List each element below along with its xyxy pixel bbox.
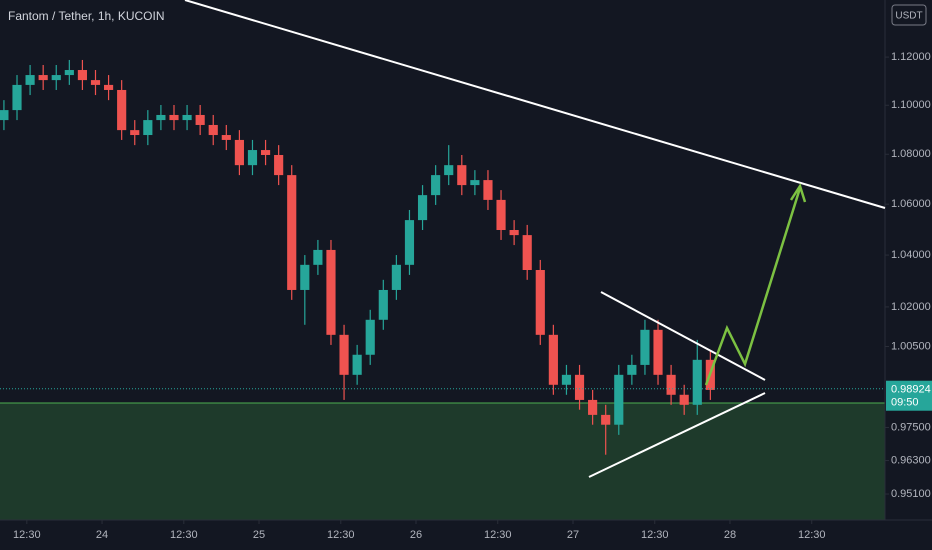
y-tick-label: 0.97500 (891, 421, 931, 433)
candle-body (614, 374, 624, 425)
candle-body (535, 269, 545, 335)
candle-body (221, 135, 231, 140)
candle-body (25, 75, 35, 85)
candle-body (51, 75, 61, 81)
x-tick-label: 26 (410, 529, 422, 541)
candle-body (247, 150, 258, 166)
wedge-upper (600, 291, 766, 381)
candle-body (548, 334, 558, 385)
candle-body (470, 180, 480, 186)
candle-body (234, 139, 244, 166)
x-tick-label: 24 (96, 529, 108, 541)
candle-body (0, 110, 9, 121)
candle-body (77, 70, 87, 81)
y-tick-label: 0.95100 (891, 488, 931, 500)
candle-body (627, 364, 637, 375)
y-tick-label: 1.08000 (891, 148, 931, 160)
x-tick-label: 12:30 (327, 529, 355, 541)
last-price-box (886, 380, 932, 411)
currency-label: USDT (895, 11, 922, 22)
candle-body (653, 329, 663, 375)
candle-body (274, 154, 284, 176)
candle-body (260, 150, 271, 155)
y-tick-label: 1.02000 (891, 301, 931, 313)
candle-body (195, 114, 205, 125)
candle-body (156, 114, 166, 121)
trend-line (184, 0, 886, 209)
candle-body (457, 165, 467, 186)
support-zone (0, 403, 885, 520)
x-tick-label: 12:30 (798, 529, 826, 541)
candle-body (117, 89, 127, 131)
candle-body (692, 359, 702, 405)
wedge-lower (588, 392, 766, 478)
candle-body (352, 354, 362, 375)
candle-body (64, 70, 74, 76)
candle-body (143, 120, 153, 136)
x-tick-label: 12:30 (484, 529, 512, 541)
x-tick-label: 12:30 (13, 529, 41, 541)
candle-body (90, 80, 101, 85)
x-tick-label: 12:30 (641, 529, 669, 541)
candle-body (287, 175, 297, 290)
x-tick-label: 12:30 (170, 529, 198, 541)
candle-body (601, 414, 611, 425)
candle-body (496, 199, 506, 231)
candle-body (417, 195, 428, 221)
candle-body (12, 84, 22, 111)
candle-body (666, 374, 676, 395)
candles (0, 59, 715, 455)
countdown-label: 09:50 (891, 397, 919, 409)
candle-body (444, 165, 454, 176)
candle-body (640, 329, 650, 365)
candle-body (169, 114, 179, 121)
candle-body (588, 399, 598, 415)
candle-body (431, 175, 441, 196)
candle-body (326, 249, 336, 335)
y-tick-label: 1.00500 (891, 340, 931, 352)
chart-title: Fantom / Tether, 1h, KUCOIN (8, 9, 165, 23)
x-tick-label: 28 (724, 529, 736, 541)
candle-body (104, 84, 114, 90)
y-tick-label: 1.10000 (891, 99, 931, 111)
candle-body (182, 114, 192, 121)
candle-body (561, 374, 572, 385)
candle-body (404, 220, 415, 265)
candle-body (679, 394, 689, 405)
x-tick-label: 25 (253, 529, 265, 541)
candle-body (339, 334, 349, 375)
y-tick-label: 1.04000 (891, 249, 931, 261)
candle-body (483, 180, 493, 200)
candle-body (208, 124, 218, 136)
x-tick-label: 27 (567, 529, 579, 541)
y-tick-label: 0.96300 (891, 454, 931, 466)
candle-body (38, 75, 48, 81)
candle-body (378, 289, 388, 320)
candle-body (391, 264, 401, 290)
projection-arrow (704, 187, 802, 386)
y-tick-label: 1.06000 (891, 198, 931, 210)
candle-body (509, 230, 519, 236)
candle-body (313, 249, 323, 265)
arrow-head (789, 183, 807, 203)
candle-body (130, 130, 140, 136)
last-price-label: 0.98924 (891, 384, 931, 396)
currency-box[interactable] (891, 4, 927, 26)
candle-body (522, 235, 532, 270)
candle-body (574, 374, 585, 400)
candle-body (365, 319, 375, 355)
candle-body (300, 264, 310, 290)
y-tick-label: 1.12000 (891, 51, 931, 63)
